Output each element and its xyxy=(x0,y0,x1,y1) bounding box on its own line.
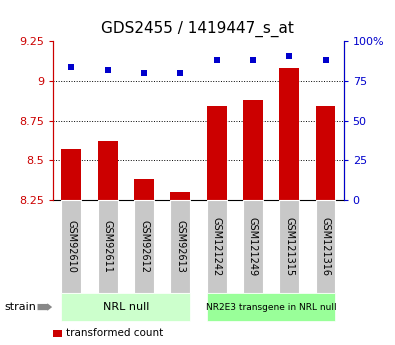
Text: GSM121249: GSM121249 xyxy=(248,217,258,276)
Bar xyxy=(134,179,154,200)
Point xyxy=(177,70,184,76)
Bar xyxy=(62,149,81,200)
Point xyxy=(322,58,329,63)
Text: GSM92613: GSM92613 xyxy=(175,220,185,273)
Point xyxy=(68,64,75,70)
Text: GSM92612: GSM92612 xyxy=(139,220,149,273)
Text: strain: strain xyxy=(4,302,36,312)
Text: GSM121242: GSM121242 xyxy=(212,217,222,276)
Text: GDS2455 / 1419447_s_at: GDS2455 / 1419447_s_at xyxy=(101,21,294,37)
Text: NRL null: NRL null xyxy=(103,302,149,312)
Point xyxy=(141,70,147,76)
Text: GSM92611: GSM92611 xyxy=(103,220,113,273)
Point xyxy=(250,58,256,63)
Text: GSM121316: GSM121316 xyxy=(320,217,331,276)
Text: NR2E3 transgene in NRL null: NR2E3 transgene in NRL null xyxy=(206,303,337,312)
Point xyxy=(213,58,220,63)
Bar xyxy=(316,107,335,200)
Point xyxy=(105,67,111,73)
Text: transformed count: transformed count xyxy=(66,328,163,338)
Bar xyxy=(243,100,263,200)
Bar xyxy=(98,141,118,200)
Bar xyxy=(207,107,227,200)
Point xyxy=(286,53,292,58)
Bar xyxy=(279,68,299,200)
Text: GSM121315: GSM121315 xyxy=(284,217,294,276)
Text: GSM92610: GSM92610 xyxy=(66,220,77,273)
Bar xyxy=(170,192,190,200)
